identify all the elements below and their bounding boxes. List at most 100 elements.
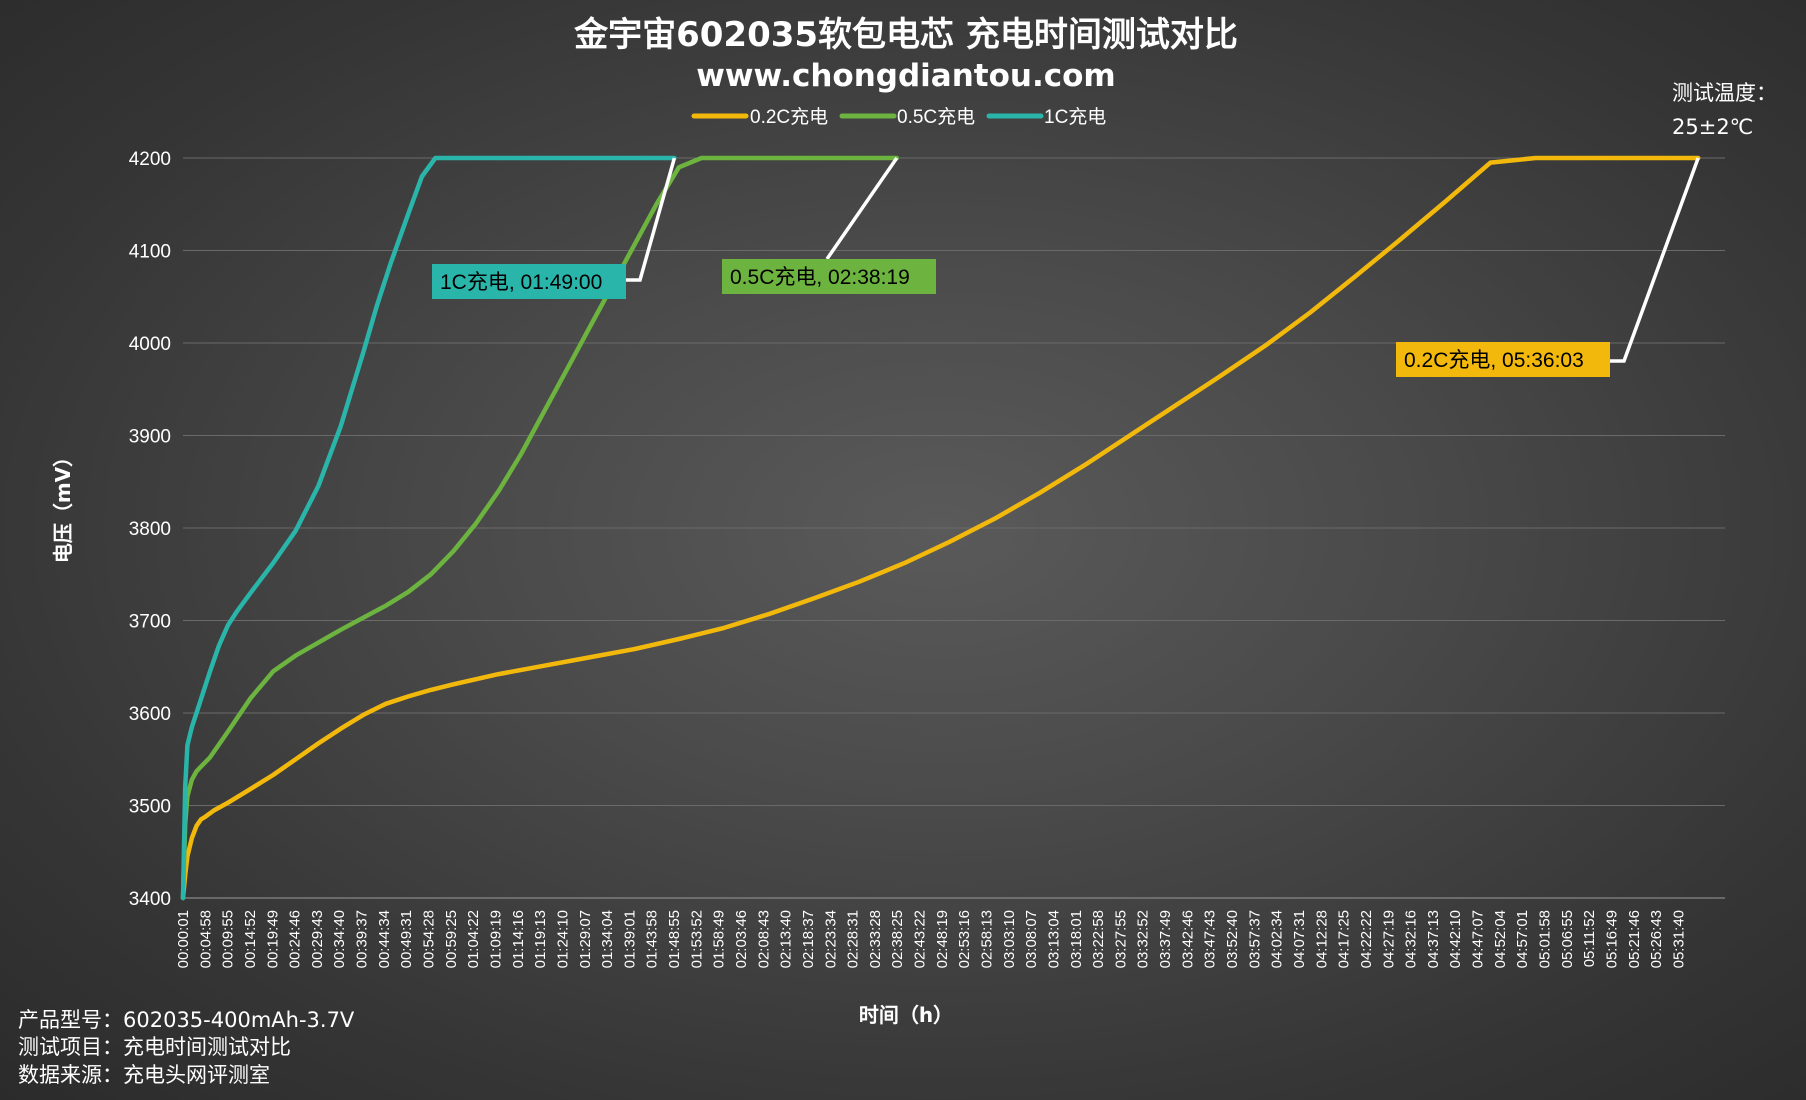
x-tick-label: 01:14:16 (510, 910, 527, 968)
y-tick-label: 3800 (129, 519, 171, 540)
x-tick-label: 03:03:10 (1001, 910, 1018, 968)
temperature-value: 25±2℃ (1672, 115, 1753, 139)
y-tick-label: 3600 (129, 704, 171, 725)
x-tick-label: 00:44:34 (376, 910, 393, 968)
note-source: 数据来源：充电头网评测室 (18, 1063, 270, 1087)
x-tick-label: 03:13:04 (1046, 910, 1063, 968)
legend: 0.2C充电 0.5C充电 1C充电 (691, 106, 1106, 128)
x-tick-label: 01:53:52 (688, 910, 705, 968)
x-tick-label: 02:23:34 (822, 910, 839, 968)
x-tick-label: 03:42:46 (1179, 910, 1196, 968)
annotation-label: 0.2C充电, 05:36:03 (1404, 349, 1584, 372)
x-tick-label: 01:58:49 (711, 910, 728, 968)
x-tick-label: 02:18:37 (800, 910, 817, 968)
series-line (180, 155, 900, 901)
x-tick-label: 00:34:40 (331, 910, 348, 968)
x-tick-label: 02:13:40 (778, 910, 795, 968)
y-tick-label: 4000 (129, 334, 171, 355)
y-axis-title: 电压（mV） (51, 447, 75, 563)
x-tick-label: 03:18:01 (1068, 910, 1085, 968)
annotation-label: 1C充电, 01:49:00 (440, 271, 602, 294)
x-tick-label: 05:16:49 (1603, 910, 1620, 968)
y-tick-label: 4200 (129, 149, 171, 170)
legend-entry: 0.5C充电 (897, 106, 975, 128)
x-tick-label: 02:03:46 (733, 910, 750, 968)
x-tick-label: 04:52:04 (1492, 910, 1509, 968)
temperature-label: 测试温度： (1672, 81, 1777, 105)
series-line (180, 155, 1701, 901)
x-tick-label: 05:01:58 (1537, 910, 1554, 968)
x-tick-label: 05:26:43 (1648, 910, 1665, 968)
x-tick-label: 04:57:01 (1514, 910, 1531, 968)
x-tick-label: 05:06:55 (1559, 910, 1576, 968)
x-tick-label: 03:57:37 (1246, 910, 1263, 968)
x-tick-label: 01:09:19 (488, 910, 505, 968)
x-tick-label: 04:47:07 (1470, 910, 1487, 968)
x-tick-label: 05:31:40 (1670, 910, 1687, 968)
x-tick-label: 04:42:10 (1447, 910, 1464, 968)
x-tick-label: 00:59:25 (443, 910, 460, 968)
x-tick-label: 03:37:49 (1157, 910, 1174, 968)
x-tick-label: 02:38:25 (889, 910, 906, 968)
note-item: 测试项目：充电时间测试对比 (18, 1035, 291, 1059)
x-tick-label: 01:48:55 (666, 910, 683, 968)
x-tick-label: 02:48:19 (934, 910, 951, 968)
x-tick-label: 02:43:22 (912, 910, 929, 968)
x-axis-title: 时间（h） (859, 1003, 953, 1027)
x-tick-label: 00:24:46 (287, 910, 304, 968)
x-tick-label: 01:04:22 (465, 910, 482, 968)
x-tick-label: 02:33:28 (867, 910, 884, 968)
x-tick-label: 04:37:13 (1425, 910, 1442, 968)
annotations: 0.2C充电, 05:36:03 0.5C充电, 02:38:19 1C充电, 01… (432, 157, 1700, 377)
x-tick-label: 04:22:22 (1358, 910, 1375, 968)
x-tick-label: 04:12:28 (1313, 910, 1330, 968)
x-tick-label: 00:09:55 (220, 910, 237, 968)
series-line (180, 155, 677, 901)
x-tick-label: 03:32:52 (1135, 910, 1152, 968)
gridlines (183, 157, 1725, 899)
x-tick-label: 00:14:52 (242, 910, 259, 968)
x-axis-ticks: 00:00:01 00:04:58 00:09:55 00:14:52 00:19:49… (175, 910, 1687, 968)
x-tick-label: 00:54:28 (421, 910, 438, 968)
x-tick-label: 01:29:07 (577, 910, 594, 968)
x-tick-label: 03:22:58 (1090, 910, 1107, 968)
y-tick-label: 3700 (129, 612, 171, 633)
y-axis-ticks: 3400 3500 3600 3700 3800 3900 4000 4100 4200 (129, 149, 171, 910)
x-tick-label: 04:07:31 (1291, 910, 1308, 968)
note-model: 产品型号：602035-400mAh-3.7V (18, 1008, 355, 1032)
x-tick-label: 04:32:16 (1403, 910, 1420, 968)
x-tick-label: 00:49:31 (398, 910, 415, 968)
x-tick-label: 01:34:04 (599, 910, 616, 968)
x-tick-label: 02:53:16 (956, 910, 973, 968)
x-tick-label: 02:08:43 (755, 910, 772, 968)
chart-title: 金宇宙602035软包电芯 充电时间测试对比 (573, 15, 1238, 55)
x-tick-label: 00:29:43 (309, 910, 326, 968)
legend-entry: 1C充电 (1044, 106, 1106, 128)
x-tick-label: 04:02:34 (1269, 910, 1286, 968)
x-tick-label: 01:39:01 (621, 910, 638, 968)
x-tick-label: 00:39:37 (354, 910, 371, 968)
y-tick-label: 3500 (129, 797, 171, 818)
x-tick-label: 05:21:46 (1626, 910, 1643, 968)
annotation-box (1396, 342, 1610, 377)
y-tick-label: 4100 (129, 242, 171, 263)
x-tick-label: 04:27:19 (1380, 910, 1397, 968)
annotation-box (432, 264, 626, 299)
x-tick-label: 00:04:58 (197, 910, 214, 968)
annotation-leader (825, 157, 899, 260)
x-tick-label: 00:19:49 (264, 910, 281, 968)
x-tick-label: 03:52:40 (1224, 910, 1241, 968)
series-lines (180, 155, 1701, 901)
x-tick-label: 00:00:01 (175, 910, 192, 968)
annotation-label: 0.5C充电, 02:38:19 (730, 266, 910, 289)
x-tick-label: 03:08:07 (1023, 910, 1040, 968)
x-tick-label: 03:27:55 (1112, 910, 1129, 968)
x-tick-label: 02:58:13 (979, 910, 996, 968)
y-tick-label: 3400 (129, 889, 171, 910)
y-tick-label: 3900 (129, 427, 171, 448)
x-tick-label: 05:11:52 (1581, 910, 1598, 967)
chart-subtitle: www.chongdiantou.com (696, 58, 1115, 94)
annotation-leader (626, 157, 677, 282)
x-tick-label: 03:47:43 (1202, 910, 1219, 968)
